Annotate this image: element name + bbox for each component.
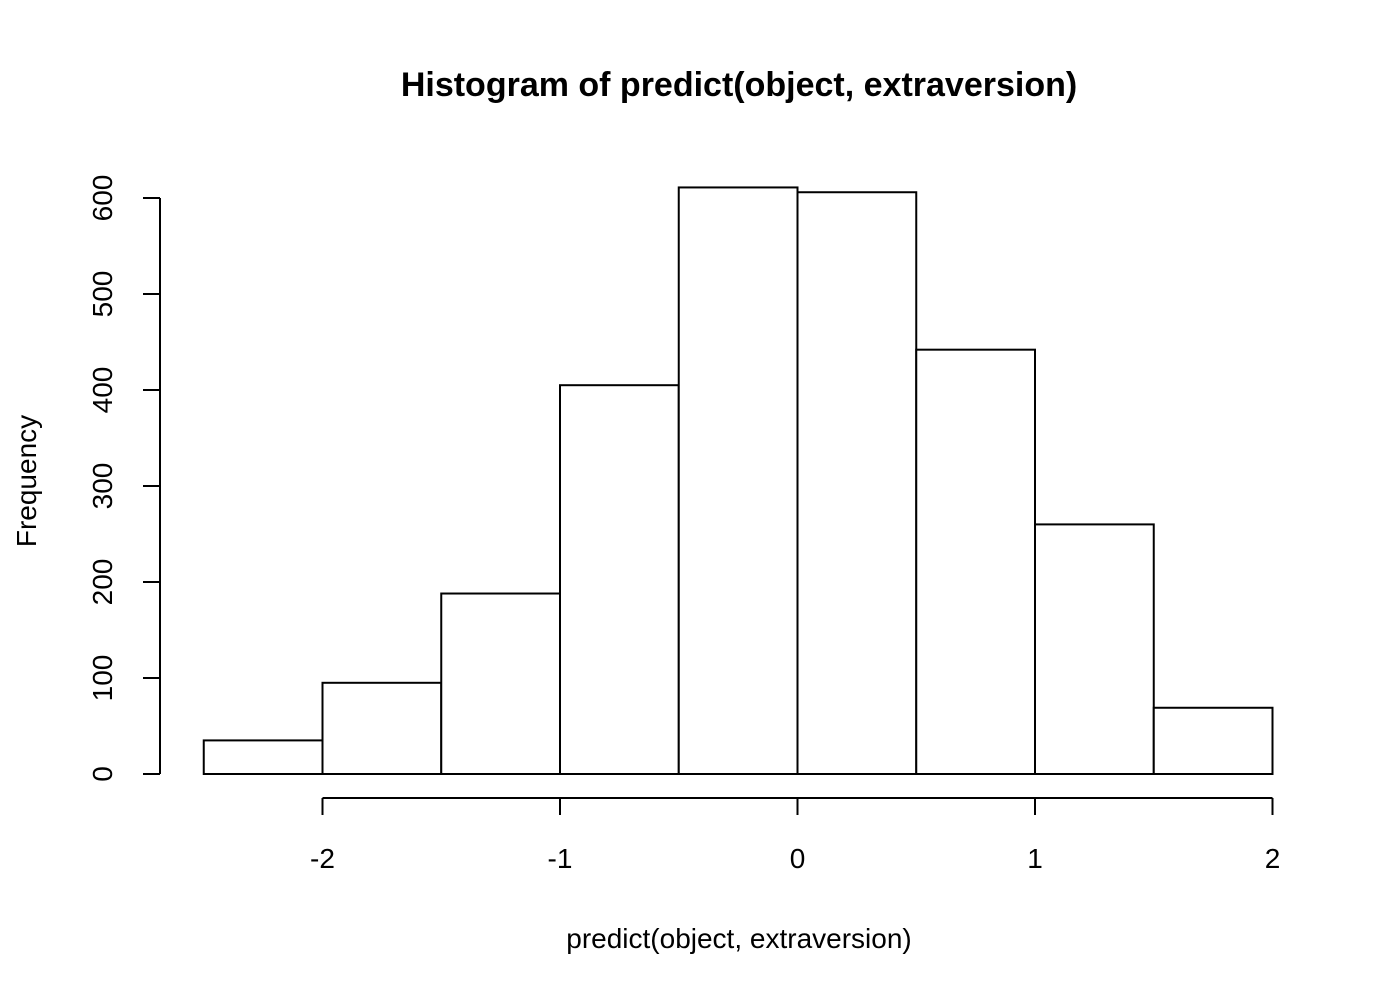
- y-tick-label: 0: [87, 766, 118, 782]
- chart-title: Histogram of predict(object, extraversio…: [401, 66, 1077, 104]
- x-tick-label: 2: [1265, 843, 1281, 874]
- bars-group: [202, 186, 1274, 776]
- histogram-bar: [202, 739, 324, 776]
- x-tick-label: 1: [1027, 843, 1043, 874]
- x-tick-label: -1: [548, 843, 573, 874]
- histogram-bar: [440, 592, 561, 776]
- y-tick-label: 600: [87, 175, 118, 222]
- histogram-bar: [1152, 706, 1274, 776]
- x-axis: -2 -1 0 1 2: [310, 797, 1281, 874]
- y-tick-label: 200: [87, 559, 118, 606]
- histogram-bar: [1034, 523, 1155, 776]
- histogram-bar: [321, 681, 443, 775]
- y-tick-label: 400: [87, 367, 118, 414]
- y-tick-label: 300: [87, 463, 118, 510]
- x-tick-label: 0: [790, 843, 806, 874]
- histogram-bar: [796, 191, 918, 776]
- histogram-bar: [915, 348, 1036, 775]
- y-axis: 0 100 200 300 400 500 600: [87, 175, 161, 782]
- histogram-bar: [677, 186, 799, 775]
- x-tick-label: -2: [310, 843, 335, 874]
- histogram-bar: [559, 384, 680, 775]
- y-axis-title: Frequency: [11, 415, 42, 547]
- y-tick-label: 500: [87, 271, 118, 318]
- x-axis-title: predict(object, extraversion): [566, 923, 911, 954]
- y-tick-label: 100: [87, 655, 118, 702]
